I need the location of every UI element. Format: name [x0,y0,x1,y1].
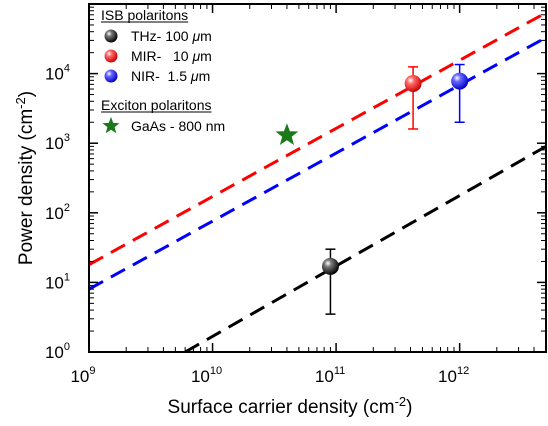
legend-group-title: ISB polaritons [101,7,188,23]
legend-group-title: Exciton polaritons [101,97,212,113]
x-tick-label: 1010 [191,365,222,386]
legend-marker-0 [104,29,118,43]
y-tick-label: 103 [45,132,70,153]
legend-label-1: MIR- 10 μm [131,48,212,64]
y-tick-label: 102 [45,202,70,223]
data-point-0 [321,257,339,275]
data-point-3 [275,123,299,145]
legend-marker-3 [102,117,120,134]
x-tick-label: 109 [70,365,95,386]
plot-frame [88,3,547,353]
x-axis-title-text: Surface carrier density (cm [168,397,395,418]
fit-line-1 [89,11,546,266]
legend-label-3: GaAs - 800 nm [131,118,225,134]
y-axis-title-text: Power density (cm [16,109,37,265]
data-points [275,72,469,275]
x-tick-label: 1011 [315,365,345,386]
y-axis-title-close: ) [16,91,37,97]
fit-line-2 [89,36,546,291]
legend-label-0: THz- 100 μm [131,28,212,44]
x-axis-title: Surface carrier density (cm-2) [168,394,413,418]
tick-labels: 109 1010 1011 1012 100 101 102 103 104 [45,63,469,386]
fit-lines [89,11,546,352]
legend: ISB polaritons THz- 100 μm MIR- 10 μm NIR- … [101,7,225,134]
legend-marker-1 [104,49,118,63]
data-point-1 [404,75,422,93]
x-axis-title-exp: -2 [395,394,407,409]
y-axis-title: Power density (cm-2) [13,91,37,265]
x-tick-label: 1012 [438,365,469,386]
y-tick-label: 101 [45,271,70,292]
y-tick-label: 104 [45,63,70,84]
error-bars [325,63,465,315]
data-point-2 [451,72,469,90]
legend-label-2: NIR- 1.5 μm [131,68,210,84]
y-tick-label: 100 [45,341,70,362]
legend-marker-2 [104,69,118,83]
fit-line-0 [184,145,546,352]
y-axis-title-exp: -2 [13,97,28,109]
x-axis-title-close: ) [406,397,412,418]
